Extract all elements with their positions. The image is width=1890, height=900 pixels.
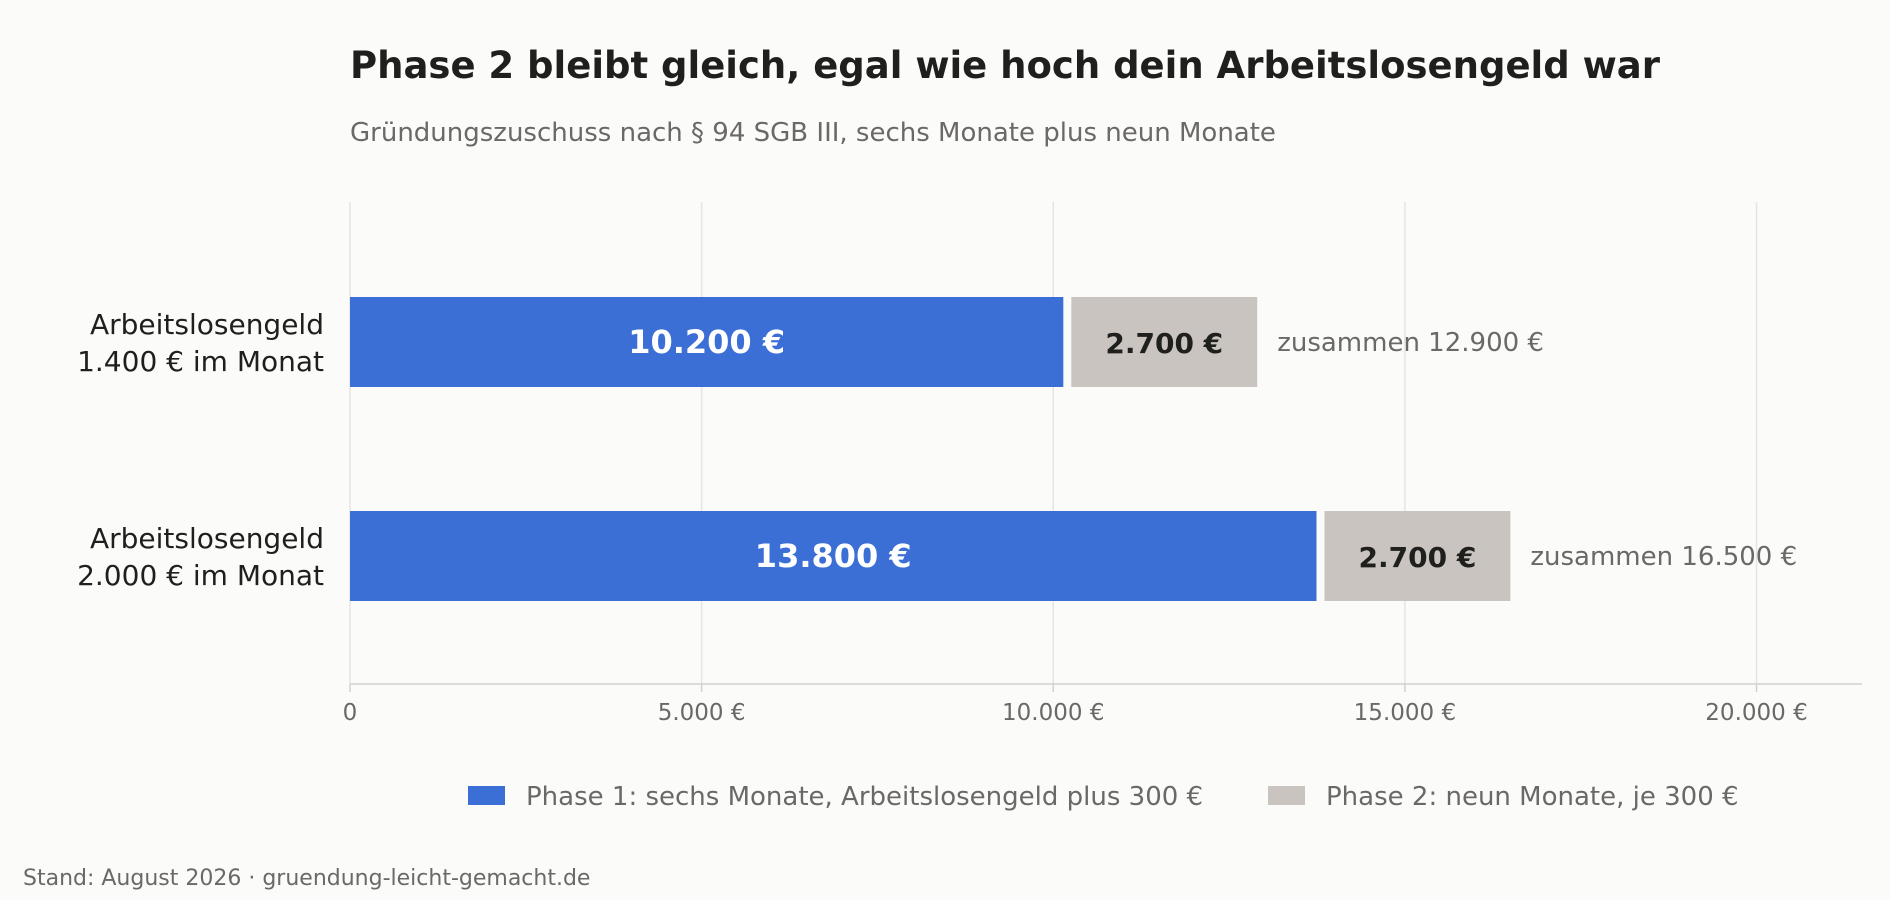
total-label: zusammen 16.500 €	[1530, 542, 1797, 572]
x-tick-label: 0	[343, 700, 358, 726]
x-tick-label: 5.000 €	[658, 700, 746, 726]
chart-title: Phase 2 bleibt gleich, egal wie hoch dei…	[350, 44, 1660, 87]
bar-value-label-phase1: 13.800 €	[755, 537, 912, 575]
category-label: Arbeitslosengeld 1.400 € im Monat	[77, 308, 324, 378]
bar-value-label-phase2: 2.700 €	[1359, 541, 1477, 574]
bar-phase2	[1071, 297, 1258, 387]
x-tick-label: 20.000 €	[1705, 700, 1807, 726]
bar-value-label-phase2: 2.700 €	[1105, 327, 1223, 360]
x-tick-label: 10.000 €	[1002, 700, 1104, 726]
category-label: Arbeitslosengeld 2.000 € im Monat	[77, 522, 324, 592]
source-footer: Stand: August 2026 · gruendung-leicht-ge…	[23, 866, 591, 891]
category-label-line: Arbeitslosengeld	[90, 308, 324, 341]
legend-swatch-phase1	[468, 786, 505, 805]
total-label: zusammen 12.900 €	[1277, 328, 1544, 358]
legend-swatch-phase2	[1268, 786, 1305, 805]
bar-phase1	[350, 511, 1317, 601]
category-label-line: Arbeitslosengeld	[90, 522, 324, 555]
legend-label-phase2: Phase 2: neun Monate, je 300 €	[1326, 782, 1739, 812]
bar-value-label-phase1: 10.200 €	[628, 323, 785, 361]
x-tick-label: 15.000 €	[1354, 700, 1456, 726]
bar-phase1	[350, 297, 1064, 387]
bar-phase2	[1324, 511, 1511, 601]
legend-label-phase1: Phase 1: sechs Monate, Arbeitslosengeld …	[526, 782, 1203, 812]
chart-subtitle: Gründungszuschuss nach § 94 SGB III, sec…	[350, 118, 1276, 148]
category-label-line: 1.400 € im Monat	[77, 345, 324, 378]
category-label-line: 2.000 € im Monat	[77, 559, 324, 592]
